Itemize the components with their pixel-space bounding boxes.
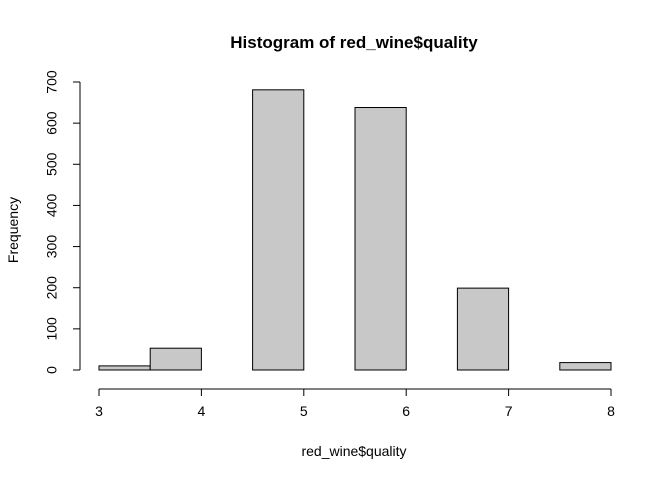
x-axis-label: red_wine$quality — [301, 443, 406, 459]
y-tick-label: 0 — [44, 366, 60, 374]
x-axis: 3 4 5 6 7 8 — [95, 388, 615, 419]
y-tick-label: 500 — [44, 152, 60, 176]
x-tick-label: 6 — [402, 403, 410, 419]
histogram-bars — [98, 89, 612, 371]
histogram-bar — [149, 347, 202, 371]
histogram-bar — [354, 107, 407, 371]
histogram-bar — [98, 365, 151, 371]
x-tick-label: 8 — [607, 403, 615, 419]
x-tick-label: 5 — [300, 403, 308, 419]
y-tick-label: 700 — [44, 70, 60, 94]
y-tick-label: 200 — [44, 276, 60, 300]
x-tick-label: 3 — [95, 403, 103, 419]
y-tick-label: 300 — [44, 235, 60, 259]
y-axis-label: Frequency — [5, 197, 21, 263]
x-tick-label: 4 — [198, 403, 206, 419]
y-axis: 0 100 200 300 400 500 600 700 — [44, 70, 81, 374]
y-tick-label: 400 — [44, 194, 60, 218]
histogram-bar — [456, 287, 510, 371]
x-tick-label: 7 — [505, 403, 513, 419]
y-tick-label: 600 — [44, 111, 60, 135]
chart-title: Histogram of red_wine$quality — [230, 33, 478, 52]
y-tick-label: 100 — [44, 317, 60, 341]
histogram-bar — [559, 362, 612, 371]
histogram-bar — [252, 89, 305, 371]
